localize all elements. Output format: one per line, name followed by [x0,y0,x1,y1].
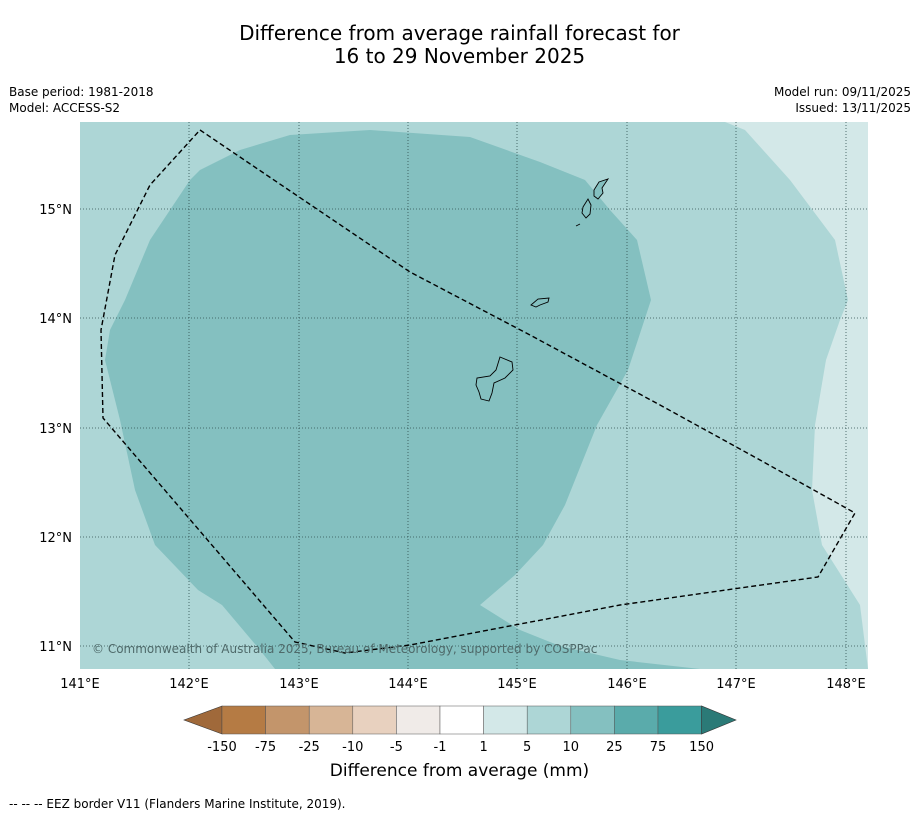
model-name: Model: ACCESS-S2 [9,101,121,115]
eez-legend-note: -- -- -- EEZ border V11 (Flanders Marine… [9,797,346,811]
rainfall-map: © Commonwealth of Australia 2025, Bureau… [39,122,868,755]
meta-left: Base period: 1981-2018 Model: ACCESS-S2 [9,84,154,116]
lat-tick-label: 11°N [39,640,72,655]
colorbar-segment [352,705,397,735]
colorbar-title: Difference from average (mm) [329,761,590,781]
colorbar-tick-label: 75 [650,740,667,755]
gridlines [80,122,868,669]
colorbar-tick-label: -150 [207,740,237,755]
lat-tick-label: 12°N [39,531,72,546]
colorbar-segment [614,705,659,735]
meta-right: Model run: 09/11/2025 Issued: 13/11/2025 [774,84,911,116]
lon-tick-label: 145°E [497,677,537,692]
colorbar-segment [396,705,441,735]
lon-tick-label: 143°E [279,677,319,692]
colorbar-tick-label: 10 [563,740,580,755]
colorbar-segment [265,705,310,735]
colorbar-segment [221,705,266,735]
colorbar-tick-label: -75 [255,740,276,755]
issued-date: Issued: 13/11/2025 [795,101,911,115]
aguijan-island [575,223,581,227]
tinian-island [581,198,592,219]
lon-tick-label: 146°E [607,677,647,692]
colorbar-tick-label: 5 [523,740,531,755]
colorbar-tick-label: -10 [342,740,363,755]
chart-title: Difference from average rainfall forecas… [0,22,919,68]
colorbar-segment [570,705,615,735]
colorbar-segment [483,705,528,735]
lat-tick-label: 15°N [39,203,72,218]
colorbar-tick-label: 1 [479,740,487,755]
longitude-tick-labels: 141°E 142°E 143°E 144°E 145°E 146°E 147°E 148°E [60,677,866,692]
colorbar-tick-label: 25 [606,740,623,755]
colorbar-labels: -150 -75 -25 -10 -5 -1 1 5 10 25 75 150 [207,740,714,755]
region-10-to-25 [105,130,700,669]
colorbar-segment [308,705,354,735]
latitude-tick-labels: 15°N 14°N 13°N 12°N 11°N [39,203,72,655]
eez-border [100,129,856,654]
colorbar-tick-label: 150 [689,740,714,755]
lon-tick-label: 148°E [826,677,866,692]
lon-tick-label: 144°E [388,677,428,692]
guam-island [475,356,514,402]
colorbar-tick-label: -5 [390,740,403,755]
title-line-1: Difference from average rainfall forecas… [239,21,680,45]
colorbar-tick-label: -1 [434,740,447,755]
title-line-2: 16 to 29 November 2025 [333,44,586,68]
lon-tick-label: 142°E [169,677,209,692]
lon-tick-label: 147°E [716,677,756,692]
colorbar-segment [526,705,572,735]
saipan-island [593,178,610,200]
model-run: Model run: 09/11/2025 [773,85,911,99]
region-1-to-5 [725,122,868,669]
colorbar-max-extension [701,705,737,735]
colorbar-segment [657,705,702,735]
colorbar-segment [439,705,484,735]
islands [475,178,610,402]
lat-tick-label: 13°N [39,422,72,437]
lon-tick-label: 141°E [60,677,100,692]
lat-tick-label: 14°N [39,312,72,327]
base-period: Base period: 1981-2018 [9,85,154,99]
rota-island [530,297,550,308]
colorbar [183,705,737,735]
copyright-note: © Commonwealth of Australia 2025, Bureau… [92,642,597,656]
colorbar-tick-label: -25 [299,740,320,755]
colorbar-min-extension [183,705,223,735]
